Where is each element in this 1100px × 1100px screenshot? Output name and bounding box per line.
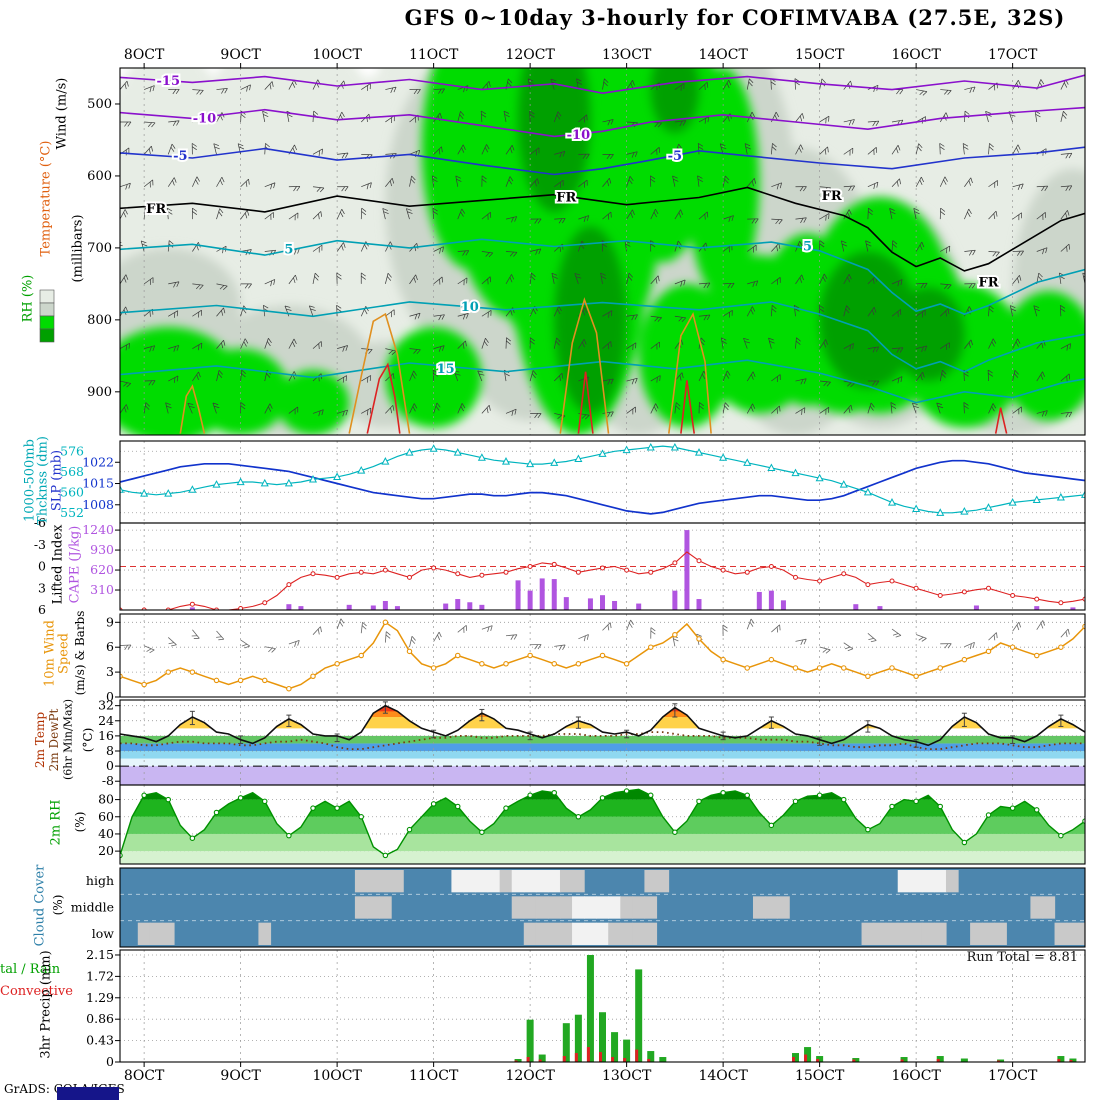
cloud-cover-panel bbox=[120, 868, 1085, 947]
svg-text:8OCT: 8OCT bbox=[124, 1068, 165, 1084]
svg-text:-6: -6 bbox=[34, 515, 46, 530]
svg-text:16OCT: 16OCT bbox=[891, 1068, 941, 1084]
svg-text:700: 700 bbox=[87, 241, 112, 256]
svg-text:-8: -8 bbox=[102, 773, 114, 788]
svg-text:11OCT: 11OCT bbox=[409, 47, 459, 63]
svg-text:FR: FR bbox=[978, 275, 998, 290]
svg-text:10: 10 bbox=[461, 300, 479, 315]
svg-text:1.29: 1.29 bbox=[86, 990, 114, 1005]
svg-text:14OCT: 14OCT bbox=[698, 1068, 748, 1084]
svg-text:0: 0 bbox=[106, 689, 114, 704]
svg-text:17OCT: 17OCT bbox=[988, 1068, 1038, 1084]
svg-text:10OCT: 10OCT bbox=[312, 1068, 362, 1084]
svg-text:32: 32 bbox=[98, 698, 114, 713]
svg-text:-5: -5 bbox=[173, 149, 187, 164]
wind10m-panel bbox=[120, 614, 1085, 697]
precip-total-legend: tal / Rain bbox=[0, 962, 61, 977]
decoration-block bbox=[57, 1087, 119, 1100]
svg-text:low: low bbox=[92, 926, 115, 941]
svg-text:900: 900 bbox=[87, 385, 112, 400]
svg-text:-5: -5 bbox=[668, 149, 682, 164]
svg-text:FR: FR bbox=[146, 202, 166, 217]
svg-text:9OCT: 9OCT bbox=[220, 1068, 261, 1084]
svg-text:0: 0 bbox=[38, 559, 46, 574]
svg-text:FR: FR bbox=[556, 191, 576, 206]
rh2m-percent-label: (%) bbox=[73, 811, 87, 833]
upper-air-panel: -15 -10 -10 -5 -5 FR FR FR FR 5 5 10 15 bbox=[120, 68, 1085, 435]
run-total-text: Run Total = 8.81 bbox=[966, 950, 1078, 965]
svg-text:2.15: 2.15 bbox=[86, 947, 114, 962]
svg-text:560: 560 bbox=[60, 484, 84, 499]
rh2m-panel bbox=[120, 785, 1085, 864]
svg-text:10OCT: 10OCT bbox=[312, 47, 362, 63]
svg-text:0.86: 0.86 bbox=[86, 1011, 114, 1026]
svg-text:600: 600 bbox=[87, 169, 112, 184]
temp-dewpt-panel bbox=[120, 700, 1085, 785]
svg-text:568: 568 bbox=[60, 464, 84, 479]
cape-li-panel bbox=[120, 523, 1085, 610]
precip-axis-label: 3hr Precip (mm) bbox=[38, 950, 54, 1059]
svg-text:15OCT: 15OCT bbox=[795, 1068, 845, 1084]
svg-text:17OCT: 17OCT bbox=[988, 47, 1038, 63]
svg-text:14OCT: 14OCT bbox=[698, 47, 748, 63]
svg-text:0.43: 0.43 bbox=[86, 1033, 114, 1048]
svg-text:8OCT: 8OCT bbox=[124, 47, 165, 63]
svg-text:620: 620 bbox=[90, 562, 114, 577]
svg-text:0: 0 bbox=[106, 758, 114, 773]
svg-text:-3: -3 bbox=[34, 537, 46, 552]
svg-text:9: 9 bbox=[106, 614, 114, 629]
svg-text:high: high bbox=[86, 873, 114, 888]
svg-text:3: 3 bbox=[38, 580, 46, 595]
svg-text:middle: middle bbox=[71, 900, 114, 915]
svg-text:3: 3 bbox=[106, 664, 114, 679]
svg-text:15OCT: 15OCT bbox=[795, 47, 845, 63]
chart-title: GFS 0~10day 3-hourly for COFIMVABA (27.5… bbox=[404, 5, 1066, 30]
svg-text:20: 20 bbox=[98, 843, 114, 858]
svg-text:12OCT: 12OCT bbox=[505, 1068, 555, 1084]
svg-text:1.72: 1.72 bbox=[86, 968, 114, 983]
svg-text:80: 80 bbox=[98, 792, 114, 807]
svg-text:930: 930 bbox=[90, 542, 114, 557]
svg-text:1022: 1022 bbox=[82, 454, 114, 469]
svg-text:5: 5 bbox=[284, 242, 293, 257]
svg-text:800: 800 bbox=[87, 313, 112, 328]
svg-text:16: 16 bbox=[98, 728, 114, 743]
upper-wind-axis-label: Wind (m/s) bbox=[54, 77, 70, 150]
slp-thickness-panel bbox=[120, 441, 1085, 523]
svg-text:16OCT: 16OCT bbox=[891, 47, 941, 63]
svg-text:11OCT: 11OCT bbox=[409, 1068, 459, 1084]
svg-text:-15: -15 bbox=[157, 74, 181, 89]
svg-text:15: 15 bbox=[437, 362, 455, 377]
svg-text:40: 40 bbox=[98, 826, 114, 841]
svg-text:9OCT: 9OCT bbox=[220, 47, 261, 63]
svg-text:13OCT: 13OCT bbox=[602, 47, 652, 63]
precip-panel bbox=[120, 950, 1085, 1062]
svg-text:24: 24 bbox=[98, 713, 114, 728]
svg-text:1015: 1015 bbox=[82, 476, 114, 491]
svg-text:552: 552 bbox=[60, 505, 84, 520]
svg-text:5: 5 bbox=[803, 239, 812, 254]
svg-text:6: 6 bbox=[106, 639, 114, 654]
precip-convective-legend: Convective bbox=[0, 984, 73, 999]
svg-text:-10: -10 bbox=[193, 111, 217, 126]
svg-text:310: 310 bbox=[90, 582, 114, 597]
svg-text:1240: 1240 bbox=[82, 522, 114, 537]
svg-text:500: 500 bbox=[87, 97, 112, 112]
pressure-axis-label: (millibars) bbox=[70, 214, 86, 283]
svg-text:6: 6 bbox=[38, 602, 46, 617]
svg-text:1008: 1008 bbox=[82, 497, 114, 512]
svg-text:13OCT: 13OCT bbox=[602, 1068, 652, 1084]
svg-text:FR: FR bbox=[822, 189, 842, 204]
upper-temperature-axis-label: Temperature (°C) bbox=[38, 140, 54, 257]
svg-text:0: 0 bbox=[106, 1054, 114, 1069]
svg-text:8: 8 bbox=[106, 743, 114, 758]
svg-text:576: 576 bbox=[60, 443, 84, 458]
svg-text:60: 60 bbox=[98, 809, 114, 824]
svg-text:-10: -10 bbox=[567, 128, 591, 143]
svg-text:12OCT: 12OCT bbox=[505, 47, 555, 63]
